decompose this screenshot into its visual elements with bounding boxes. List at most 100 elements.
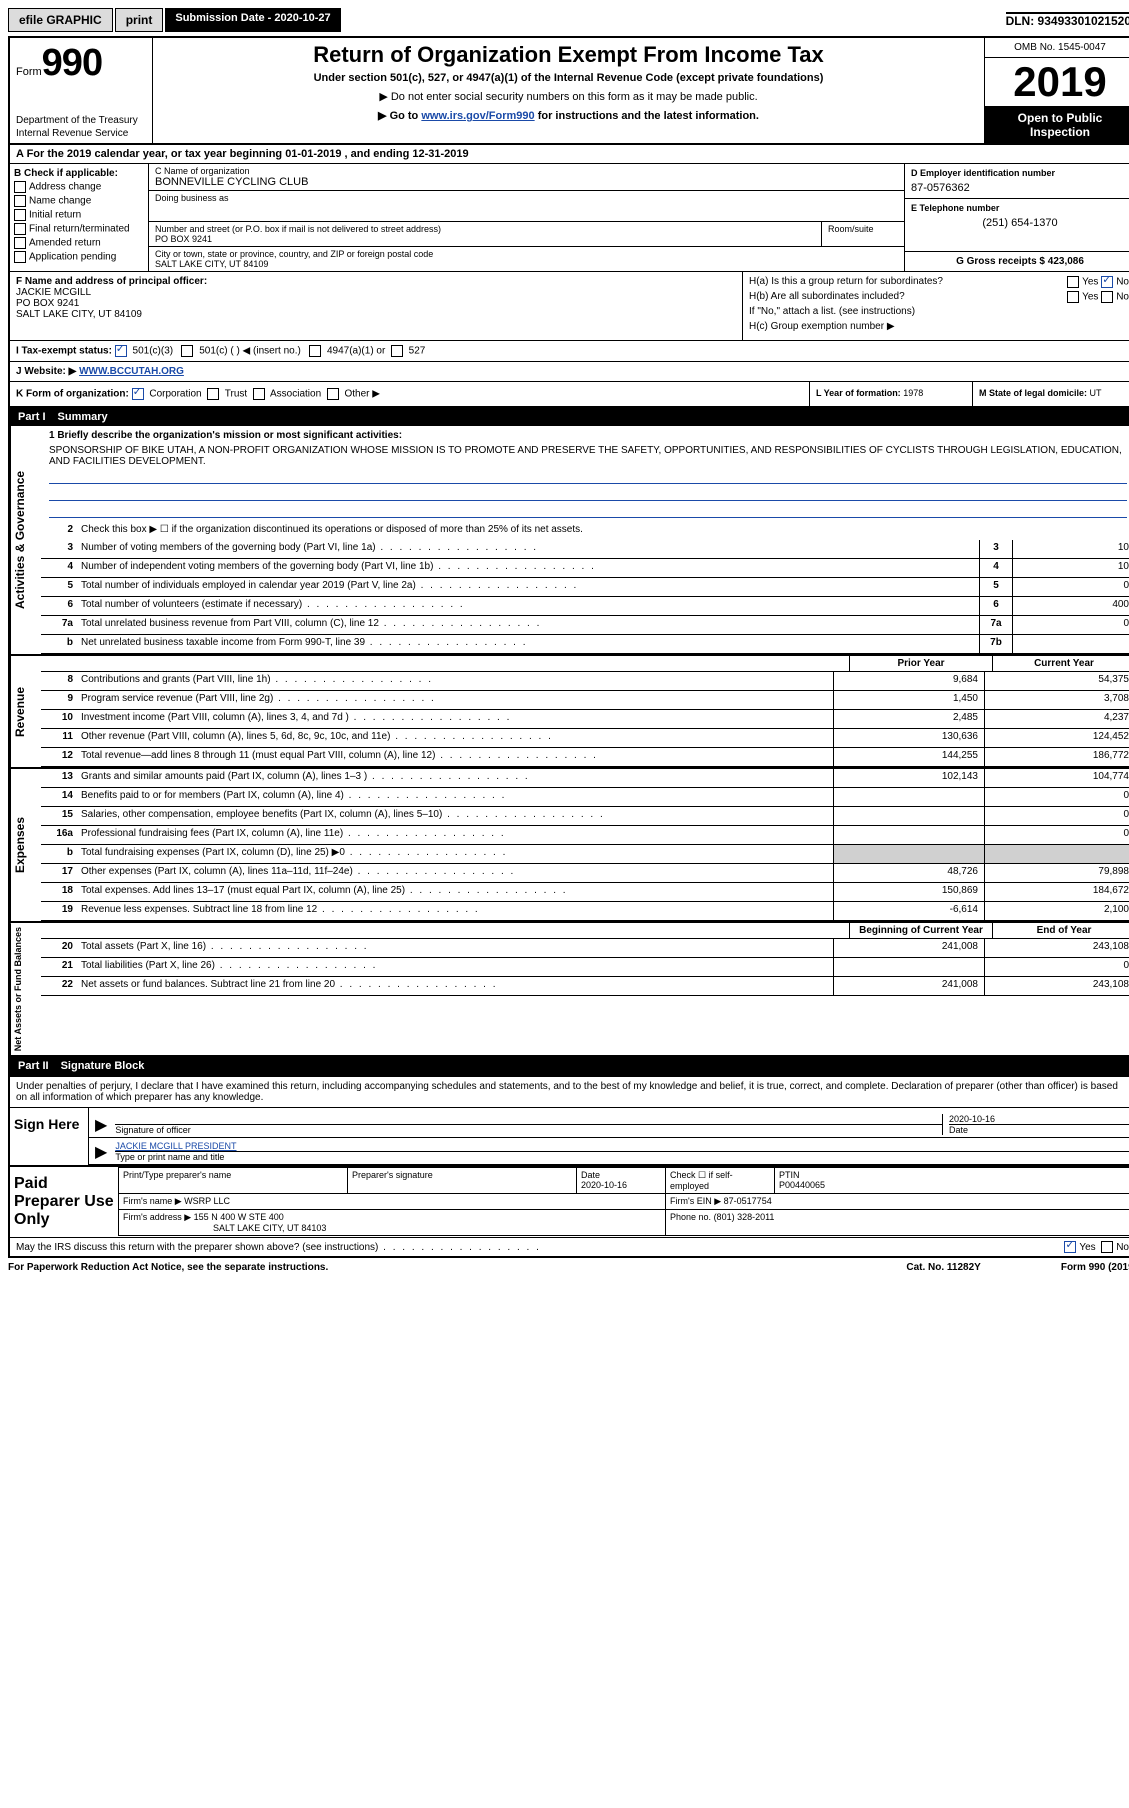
chk-initial-return[interactable]: Initial return: [14, 209, 144, 221]
efile-label: efile GRAPHIC: [8, 8, 113, 32]
preparer-table: Print/Type preparer's name Preparer's si…: [118, 1167, 1129, 1236]
chk-trust[interactable]: [207, 388, 219, 400]
chk-amended-return[interactable]: Amended return: [14, 237, 144, 249]
arrow-icon: ▶: [95, 1142, 107, 1162]
table-row: 13Grants and similar amounts paid (Part …: [41, 769, 1129, 788]
chk-address-change[interactable]: Address change: [14, 181, 144, 193]
firm-city: SALT LAKE CITY, UT 84103: [213, 1223, 326, 1233]
cat-number: Cat. No. 11282Y: [906, 1262, 980, 1273]
col-c-org-info: C Name of organization BONNEVILLE CYCLIN…: [149, 164, 904, 271]
officer-city: SALT LAKE CITY, UT 84109: [16, 309, 736, 320]
mission-text: SPONSORSHIP OF BIKE UTAH, A NON-PROFIT O…: [49, 445, 1127, 467]
dln-label: DLN: 93493301021520: [1006, 12, 1129, 28]
table-row: bNet unrelated business taxable income f…: [41, 635, 1129, 654]
firm-ein: 87-0517754: [724, 1196, 772, 1206]
addr-label: Number and street (or P.O. box if mail i…: [155, 224, 815, 234]
ssn-notice: ▶ Do not enter social security numbers o…: [161, 90, 976, 103]
form-990: Form 990 Department of the Treasury Inte…: [8, 36, 1129, 1258]
page-footer: For Paperwork Reduction Act Notice, see …: [8, 1258, 1129, 1277]
form-subtitle: Under section 501(c), 527, or 4947(a)(1)…: [161, 72, 976, 84]
sig-officer-label: Signature of officer: [115, 1124, 942, 1135]
perjury-declaration: Under penalties of perjury, I declare th…: [10, 1077, 1129, 1107]
addr-value: PO BOX 9241: [155, 234, 815, 244]
col-f-officer: F Name and address of principal officer:…: [10, 272, 743, 340]
chk-501c3[interactable]: [115, 345, 127, 357]
chk-501c[interactable]: [181, 345, 193, 357]
paperwork-notice: For Paperwork Reduction Act Notice, see …: [8, 1262, 328, 1273]
year-formation: 1978: [903, 388, 923, 398]
end-year-hdr: End of Year: [992, 923, 1129, 938]
table-row: 14Benefits paid to or for members (Part …: [41, 788, 1129, 807]
table-row: 4Number of independent voting members of…: [41, 559, 1129, 578]
table-row: 5Total number of individuals employed in…: [41, 578, 1129, 597]
website-link[interactable]: WWW.BCCUTAH.ORG: [79, 366, 184, 377]
part1-expenses: Expenses 13Grants and similar amounts pa…: [10, 769, 1129, 923]
ha-no[interactable]: [1101, 276, 1113, 288]
table-row: 7aTotal unrelated business revenue from …: [41, 616, 1129, 635]
row-j-website: J Website: ▶ WWW.BCCUTAH.ORG: [10, 362, 1129, 382]
discuss-no[interactable]: [1101, 1241, 1113, 1253]
chk-name-change[interactable]: Name change: [14, 195, 144, 207]
vlabel-revenue: Revenue: [10, 656, 41, 767]
vlabel-governance: Activities & Governance: [10, 426, 41, 654]
sig-name: JACKIE MCGILL PRESIDENT: [115, 1141, 1129, 1151]
form-word: Form: [16, 66, 42, 78]
chk-final-return[interactable]: Final return/terminated: [14, 223, 144, 235]
dba-label: Doing business as: [149, 191, 904, 222]
chk-527[interactable]: [391, 345, 403, 357]
row-klm: K Form of organization: Corporation Trus…: [10, 382, 1129, 408]
table-row: 8Contributions and grants (Part VIII, li…: [41, 672, 1129, 691]
table-row: 12Total revenue—add lines 8 through 11 (…: [41, 748, 1129, 767]
ha-yes[interactable]: [1067, 276, 1079, 288]
sig-date: 2020-10-16: [949, 1114, 1129, 1124]
vlabel-expenses: Expenses: [10, 769, 41, 921]
state-domicile: UT: [1090, 388, 1102, 398]
table-row: 11Other revenue (Part VIII, column (A), …: [41, 729, 1129, 748]
paid-preparer-block: Paid Preparer Use Only Print/Type prepar…: [10, 1165, 1129, 1237]
row-i-tax-status: I Tax-exempt status: 501(c)(3) 501(c) ( …: [10, 341, 1129, 362]
phone-label: E Telephone number: [911, 203, 1129, 213]
beg-year-hdr: Beginning of Current Year: [849, 923, 992, 938]
table-row: 22Net assets or fund balances. Subtract …: [41, 977, 1129, 996]
print-button[interactable]: print: [115, 8, 164, 32]
gross-receipts: G Gross receipts $ 423,086: [905, 251, 1129, 271]
table-row: 3Number of voting members of the governi…: [41, 540, 1129, 559]
part1-header: Part I Summary: [10, 408, 1129, 426]
form-ref: Form 990 (2019): [1061, 1262, 1129, 1273]
chk-other[interactable]: [327, 388, 339, 400]
table-row: 10Investment income (Part VIII, column (…: [41, 710, 1129, 729]
table-row: 6Total number of volunteers (estimate if…: [41, 597, 1129, 616]
form-header: Form 990 Department of the Treasury Inte…: [10, 38, 1129, 145]
arrow-icon: ▶: [95, 1115, 107, 1135]
hb-no[interactable]: [1101, 291, 1113, 303]
dept-treasury: Department of the Treasury: [16, 115, 146, 126]
org-name-value: BONNEVILLE CYCLING CLUB: [155, 176, 898, 188]
irs-link[interactable]: www.irs.gov/Form990: [421, 110, 534, 122]
officer-addr: PO BOX 9241: [16, 298, 736, 309]
prior-year-hdr: Prior Year: [849, 656, 992, 671]
discuss-yes[interactable]: [1064, 1241, 1076, 1253]
table-row: 9Program service revenue (Part VIII, lin…: [41, 691, 1129, 710]
submission-date: Submission Date - 2020-10-27: [165, 8, 340, 32]
firm-addr: 155 N 400 W STE 400: [194, 1212, 284, 1222]
chk-corporation[interactable]: [132, 388, 144, 400]
row-a-tax-year: A For the 2019 calendar year, or tax yea…: [10, 145, 1129, 164]
ptin-value: P00440065: [779, 1180, 825, 1190]
hb-yes[interactable]: [1067, 291, 1079, 303]
open-to-public: Open to PublicInspection: [985, 107, 1129, 143]
chk-4947[interactable]: [309, 345, 321, 357]
paid-preparer-label: Paid Preparer Use Only: [10, 1167, 118, 1237]
city-value: SALT LAKE CITY, UT 84109: [155, 259, 898, 269]
col-b-checkboxes: B Check if applicable: Address change Na…: [10, 164, 149, 271]
instructions-link-row: ▶ Go to www.irs.gov/Form990 for instruct…: [161, 109, 976, 122]
chk-association[interactable]: [253, 388, 265, 400]
table-row: 20Total assets (Part X, line 16)241,0082…: [41, 939, 1129, 958]
chk-application-pending[interactable]: Application pending: [14, 251, 144, 263]
ein-value: 87-0576362: [911, 182, 1129, 194]
table-row: 21Total liabilities (Part X, line 26)0: [41, 958, 1129, 977]
sig-name-label: Type or print name and title: [115, 1151, 1129, 1162]
firm-phone: (801) 328-2011: [714, 1212, 775, 1222]
sign-here-label: Sign Here: [10, 1108, 89, 1165]
org-name-label: C Name of organization: [155, 166, 898, 176]
part1-net-assets: Net Assets or Fund Balances Beginning of…: [10, 923, 1129, 1057]
